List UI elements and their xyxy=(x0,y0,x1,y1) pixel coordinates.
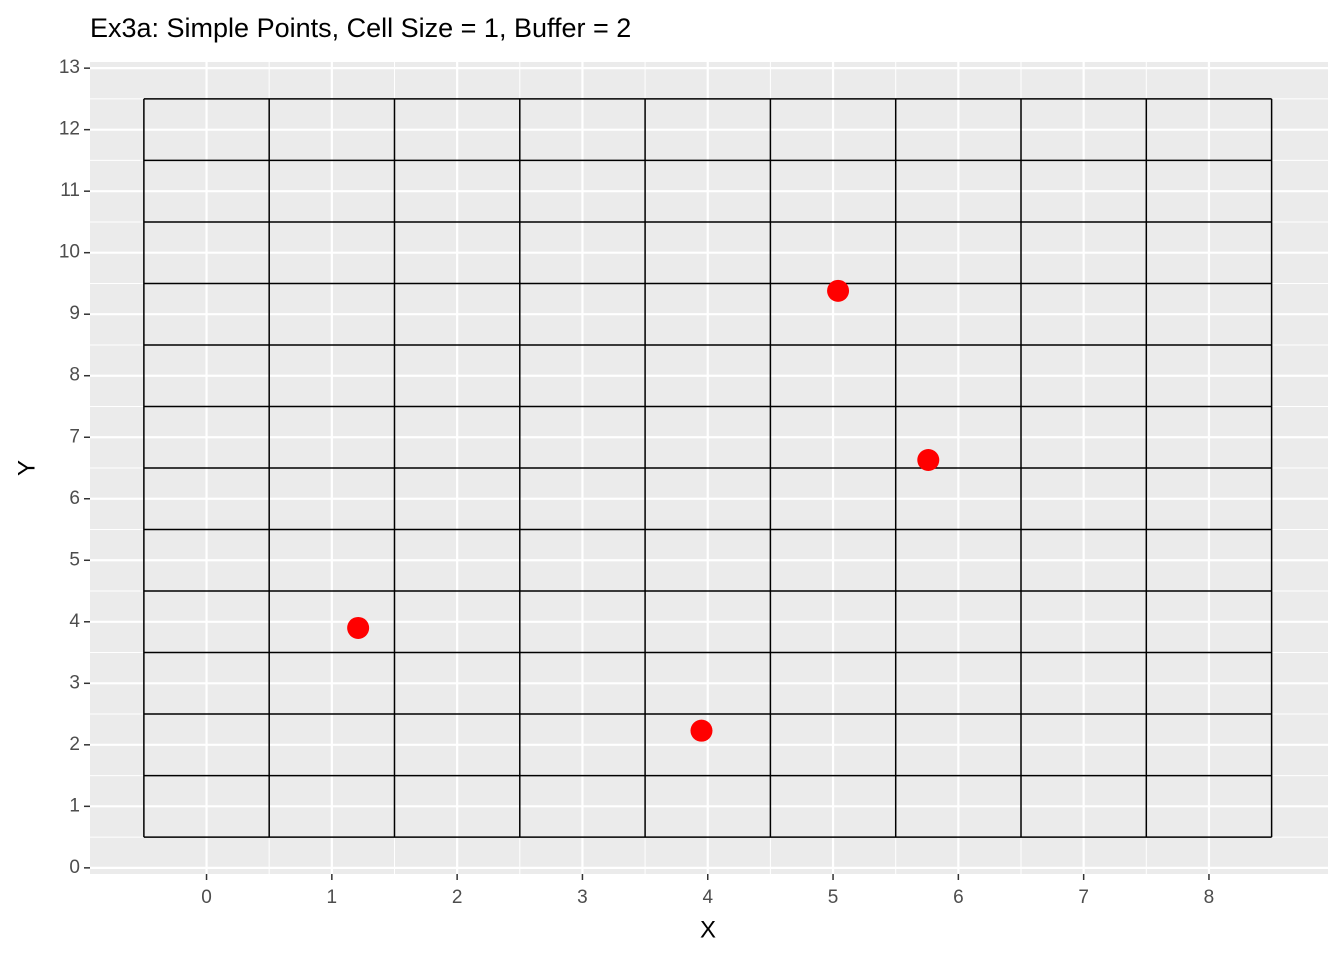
y-tick-label: 8 xyxy=(69,365,80,386)
y-tick-label: 10 xyxy=(59,242,80,263)
point xyxy=(917,449,940,472)
y-tick-label: 13 xyxy=(59,57,80,78)
x-tick-label: 5 xyxy=(828,887,839,908)
y-tick-label: 5 xyxy=(69,549,80,570)
y-tick-label: 7 xyxy=(69,426,80,447)
y-tick-label: 1 xyxy=(69,795,80,816)
y-tick-label: 3 xyxy=(69,672,80,693)
y-axis-title: Y xyxy=(13,460,40,476)
x-tick-label: 1 xyxy=(327,887,338,908)
x-tick-label: 7 xyxy=(1078,887,1089,908)
point xyxy=(827,279,850,302)
point xyxy=(690,719,713,742)
y-tick-label: 0 xyxy=(69,857,80,878)
x-tick-label: 8 xyxy=(1204,887,1215,908)
y-tick-label: 9 xyxy=(69,303,80,324)
x-axis-title: X xyxy=(700,916,716,943)
y-tick-label: 4 xyxy=(69,611,80,632)
point xyxy=(347,616,370,639)
x-tick-label: 3 xyxy=(577,887,588,908)
x-tick-label: 0 xyxy=(201,887,212,908)
y-tick-label: 2 xyxy=(69,734,80,755)
y-tick-label: 6 xyxy=(69,488,80,509)
chart-title: Ex3a: Simple Points, Cell Size = 1, Buff… xyxy=(90,13,631,43)
x-tick-label: 2 xyxy=(452,887,463,908)
y-tick-label: 12 xyxy=(59,119,80,140)
x-tick-label: 6 xyxy=(953,887,964,908)
y-tick-label: 11 xyxy=(60,180,80,201)
x-tick-label: 4 xyxy=(702,887,713,908)
